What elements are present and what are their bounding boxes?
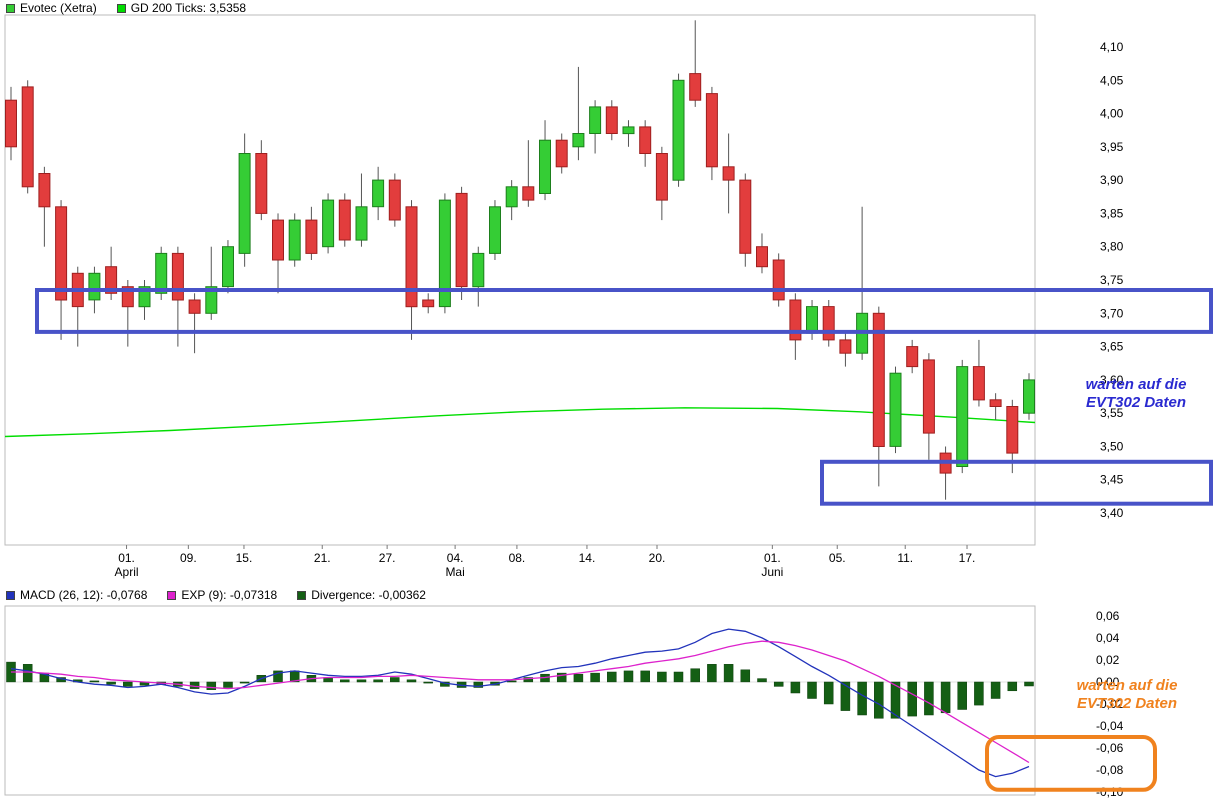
- macd-y-tick-label: -0,06: [1096, 741, 1124, 755]
- price-x-month-label: April: [115, 565, 139, 579]
- price-y-tick-label: 3,65: [1100, 340, 1124, 354]
- macd-note-text: EVT302 Daten: [1077, 695, 1177, 712]
- price-legend-series: Evotec (Xetra): [6, 1, 97, 15]
- price-y-tick-label: 3,60: [1100, 373, 1124, 387]
- price-x-tick-label: 08.: [509, 551, 526, 565]
- exp-swatch-icon: [167, 590, 177, 600]
- price-x-tick-label: 11.: [897, 551, 913, 565]
- divergence-swatch-icon: [297, 590, 307, 600]
- gd200-line: [4, 407, 1036, 438]
- price-y-tick-label: 3,85: [1100, 206, 1124, 220]
- macd-y-tick-label: -0,10: [1096, 785, 1124, 799]
- macd-legend-macd: MACD (26, 12): -0,0768: [6, 588, 147, 602]
- macd-label: MACD (26, 12): -0,0768: [20, 588, 148, 602]
- exp-line: [11, 640, 1030, 764]
- price-x-tick-label: 27.: [379, 551, 396, 565]
- price-x-tick-label: 01.: [118, 551, 135, 565]
- support-zone-box: [820, 459, 1213, 506]
- gd200-swatch-icon: [116, 3, 126, 13]
- price-note-text: warten auf die: [1086, 376, 1187, 393]
- price-note-text: EVT302 Daten: [1086, 394, 1186, 411]
- macd-chart: 0,06 0,04 0,02 0,00 -0,02 -0,04 -0,06 -0,08 -0,1…: [4, 605, 1178, 799]
- price-x-tick-label: 09.: [180, 551, 197, 565]
- macd-y-tick-label: 0,00: [1096, 675, 1120, 689]
- gd200-label: GD 200 Ticks: 3,5358: [130, 1, 247, 15]
- price-x-tick-label: 20.: [649, 551, 666, 565]
- macd-legend-divergence: Divergence: -0,00362: [297, 588, 426, 602]
- macd-y-tick-label: -0,02: [1096, 697, 1124, 711]
- price-y-tick-label: 3,40: [1100, 506, 1124, 520]
- divergence-histogram: [6, 661, 1034, 719]
- price-y-tick-label: 3,75: [1100, 273, 1124, 287]
- price-y-tick-label: 3,90: [1100, 173, 1124, 187]
- macd-line: [10, 628, 1030, 778]
- price-y-tick-label: 4,05: [1100, 73, 1124, 87]
- price-x-tick-label: 04.: [447, 551, 464, 565]
- price-x-month-label: Mai: [445, 565, 464, 579]
- series-label: Evotec (Xetra): [20, 1, 97, 15]
- macd-plot-border: [4, 605, 1036, 796]
- exp-label: EXP (9): -0,07318: [181, 588, 278, 602]
- macd-swatch-icon: [6, 590, 15, 600]
- price-y-tick-label: 3,55: [1100, 406, 1124, 420]
- price-x-tick-label: 15.: [236, 551, 253, 565]
- macd-y-tick-label: 0,06: [1096, 609, 1120, 623]
- price-legend-gd200: GD 200 Ticks: 3,5358: [116, 1, 247, 15]
- price-y-tick-label: 3,50: [1100, 440, 1124, 454]
- macd-y-tick-label: -0,08: [1096, 763, 1124, 777]
- price-x-tick-label: 17.: [959, 551, 976, 565]
- macd-note-text: warten auf die: [1077, 677, 1178, 694]
- price-chart: 4,10 4,05 4,00 3,95 3,90 3,85 3,80 3,75 3,70 3,65…: [4, 14, 1213, 579]
- macd-highlight-box: [985, 735, 1157, 792]
- price-x-tick-label: 21.: [314, 551, 331, 565]
- series-swatch-icon: [6, 3, 15, 13]
- price-y-tick-label: 3,45: [1100, 473, 1124, 487]
- divergence-label: Divergence: -0,00362: [311, 588, 426, 602]
- price-x-tick-label: 14.: [579, 551, 596, 565]
- price-x-month-label: Juni: [761, 565, 783, 579]
- price-y-tick-label: 3,70: [1100, 306, 1124, 320]
- price-x-tick-label: 05.: [829, 551, 846, 565]
- price-y-tick-label: 4,10: [1100, 40, 1124, 54]
- macd-y-tick-label: 0,04: [1096, 631, 1120, 645]
- price-y-tick-label: 3,80: [1100, 240, 1124, 254]
- macd-legend: MACD (26, 12): -0,0768 EXP (9): -0,07318…: [6, 588, 446, 602]
- price-plot-border: [4, 14, 1036, 546]
- price-y-tick-label: 3,95: [1100, 140, 1124, 154]
- macd-y-tick-label: -0,04: [1096, 719, 1124, 733]
- macd-legend-exp: EXP (9): -0,07318: [167, 588, 277, 602]
- price-x-tick-label: 01.: [764, 551, 781, 565]
- resistance-zone-box: [35, 288, 1213, 334]
- price-y-tick-label: 4,00: [1100, 107, 1124, 121]
- macd-y-tick-label: 0,02: [1096, 653, 1120, 667]
- candlesticks: [5, 20, 1035, 500]
- price-legend: Evotec (Xetra) GD 200 Ticks: 3,5358: [6, 1, 266, 15]
